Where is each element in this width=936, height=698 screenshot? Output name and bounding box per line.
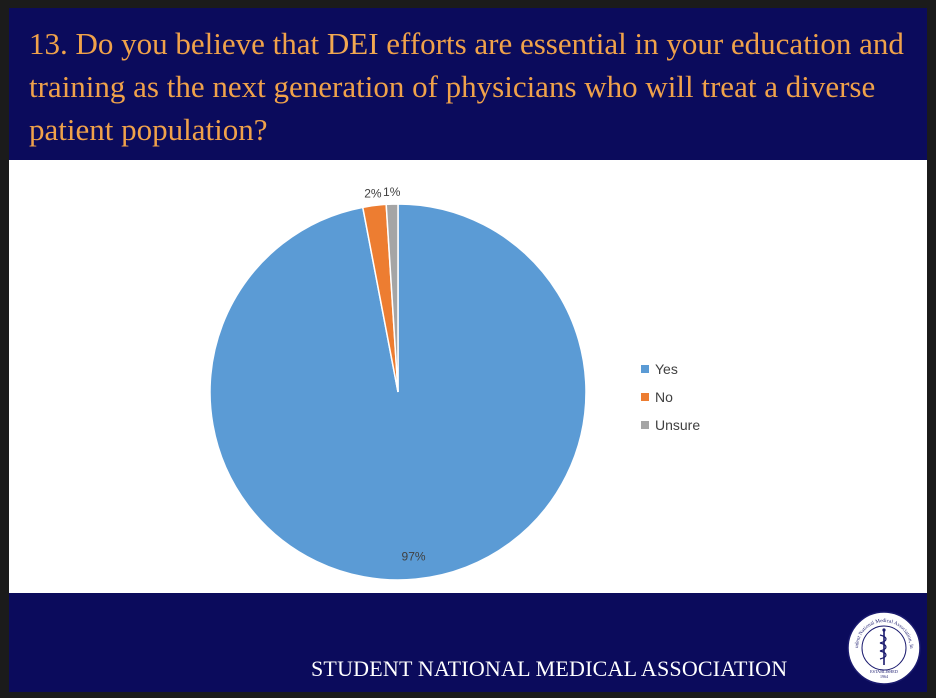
slide-title: 13. Do you believe that DEI efforts are … — [29, 22, 909, 151]
data-label-no: 2% — [364, 187, 382, 201]
title-suffix: efforts are essential in your education … — [29, 26, 904, 147]
legend-label-no: No — [655, 389, 673, 405]
data-label-unsure: 1% — [383, 185, 401, 199]
slide: 13. Do you believe that DEI efforts are … — [9, 8, 927, 692]
chart-legend: Yes No Unsure — [641, 355, 700, 439]
legend-label-yes: Yes — [655, 361, 678, 377]
pie-chart: 97% 2% 1% — [209, 185, 587, 581]
legend-swatch-yes — [641, 365, 649, 373]
seal-year: 1964 — [880, 674, 888, 679]
title-prefix: 13. Do you believe that — [29, 26, 327, 61]
legend-swatch-no — [641, 393, 649, 401]
title-emphasis: DEI — [326, 26, 379, 61]
chart-area: 97% 2% 1% Yes No Unsure — [9, 160, 927, 593]
legend-item-no: No — [641, 383, 700, 411]
legend-swatch-unsure — [641, 421, 649, 429]
seal-text-bottom: ESTABLISHED — [870, 669, 898, 674]
legend-label-unsure: Unsure — [655, 417, 701, 433]
legend-item-yes: Yes — [641, 355, 700, 383]
snma-seal-logo: Student National Medical Association, In… — [847, 611, 921, 685]
legend-item-unsure: Unsure — [641, 411, 700, 439]
data-label-yes: 97% — [402, 550, 426, 564]
pie-slice-unsure — [385, 203, 399, 393]
footer-organization-name: STUDENT NATIONAL MEDICAL ASSOCIATION — [311, 656, 788, 681]
